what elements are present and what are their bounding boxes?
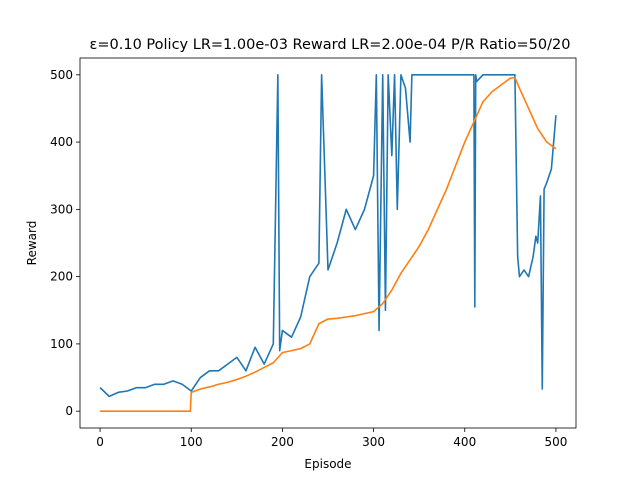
x-tick-label: 300: [362, 435, 385, 449]
x-tick-label: 200: [271, 435, 294, 449]
x-axis-ticks: 0 100 200 300 400 500: [96, 428, 567, 449]
y-axis-label: Reward: [25, 221, 39, 266]
y-tick-label: 300: [50, 202, 73, 216]
y-tick-label: 200: [50, 270, 73, 284]
series-line-2: [100, 76, 557, 412]
y-tick-label: 0: [65, 404, 73, 418]
series-line-1: [99, 74, 557, 398]
y-tick-label: 100: [50, 337, 73, 351]
x-tick-label: 100: [180, 435, 203, 449]
x-axis-label: Episode: [304, 457, 351, 471]
y-axis-ticks: 0 100 200 300 400 500: [50, 68, 80, 418]
series-layer: [99, 74, 557, 412]
x-tick-label: 0: [96, 435, 104, 449]
x-tick-label: 500: [544, 435, 567, 449]
y-tick-label: 500: [50, 68, 73, 82]
y-tick-label: 400: [50, 135, 73, 149]
plot-frame: [79, 57, 577, 429]
chart-title: ε=0.10 Policy LR=1.00e-03 Reward LR=2.00…: [90, 37, 571, 53]
x-tick-label: 400: [453, 435, 476, 449]
